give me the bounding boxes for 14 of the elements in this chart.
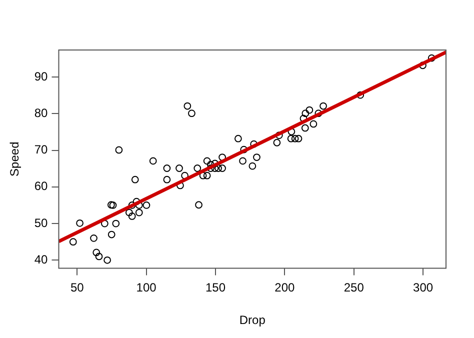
x-tick-label: 150 [205,280,226,295]
x-tick-label: 50 [70,280,84,295]
y-tick-label: 60 [34,179,48,194]
y-tick-label: 50 [34,216,48,230]
y-axis-title: Speed [8,142,22,176]
y-tick-label: 80 [34,106,48,120]
y-tick-label: 90 [34,69,48,84]
x-tick-label: 300 [413,280,434,295]
x-tick-label: 100 [136,280,157,295]
x-tick-label: 250 [344,280,364,295]
y-tick-label: 70 [34,142,48,157]
y-tick-label: 40 [34,252,48,266]
x-tick-label: 200 [274,280,296,295]
x-axis-title: Drop [239,313,266,328]
